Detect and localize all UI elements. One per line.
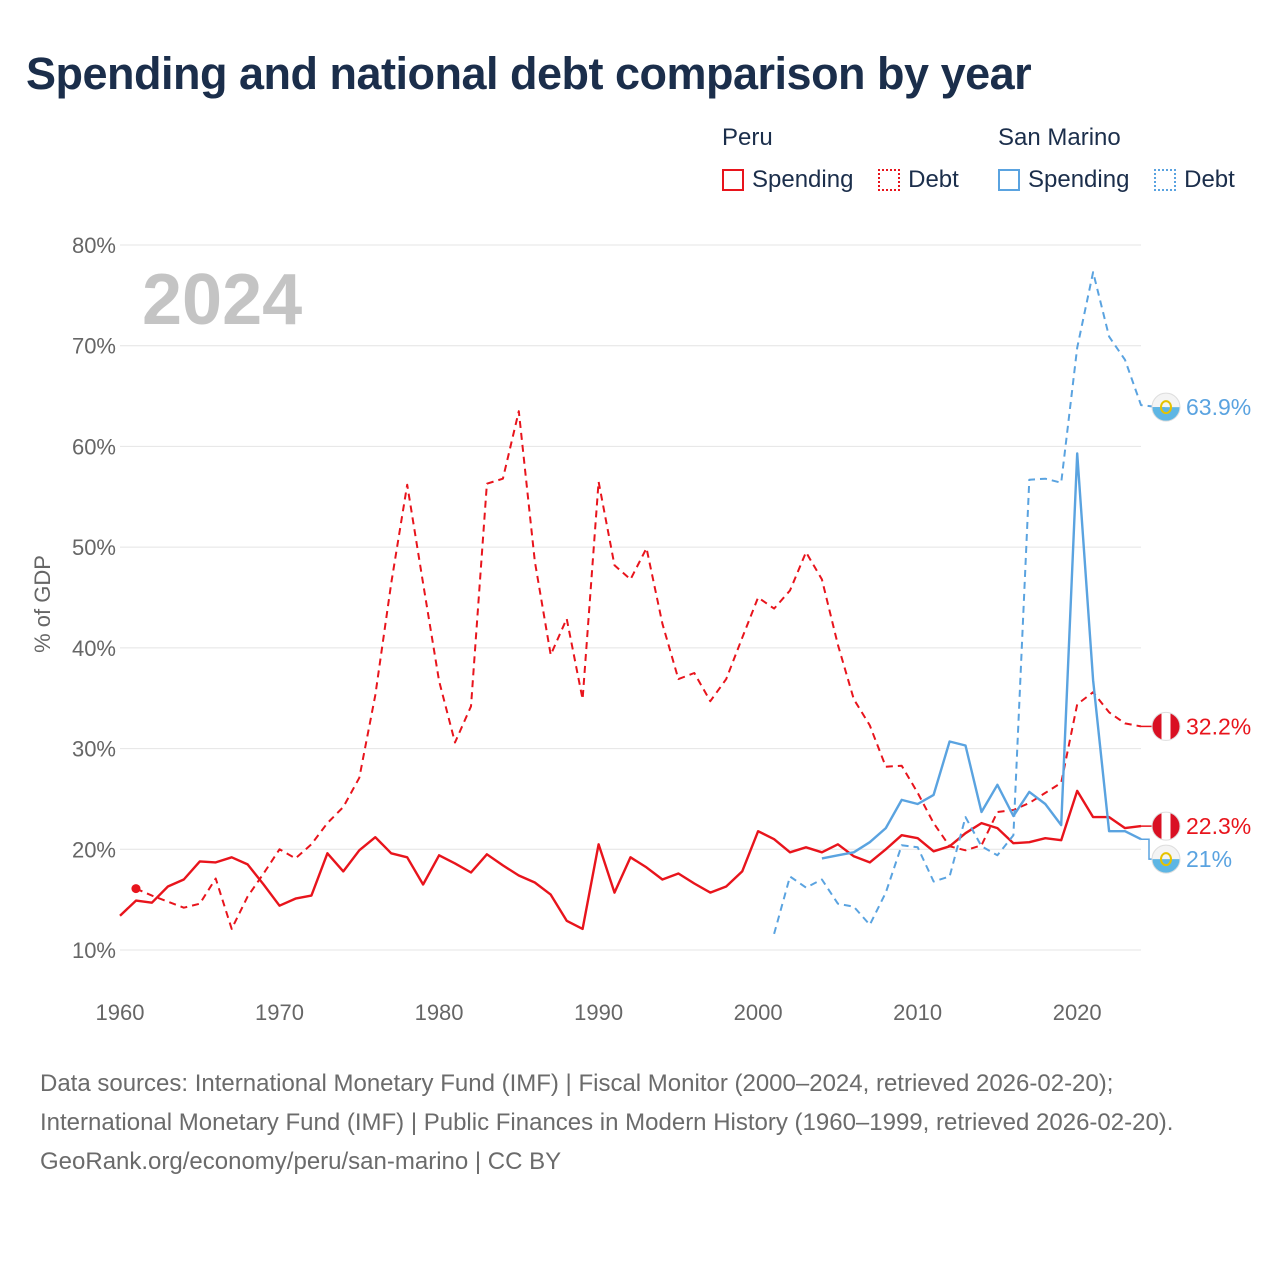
flag-emblem [1160, 852, 1172, 867]
legend-item-san-marino-debt[interactable]: Debt [1154, 166, 1235, 194]
data-sources: Data sources: International Monetary Fun… [40, 1064, 1240, 1181]
chart-title: Spending and national debt comparison by… [26, 48, 1032, 99]
san-marino-flag-icon [1151, 844, 1181, 874]
legend-title-peru: Peru [722, 124, 773, 151]
series-line [773, 271, 1158, 935]
flag-red-left [1152, 812, 1162, 841]
end-value-label: 63.9% [1186, 394, 1251, 420]
series-line [119, 789, 1142, 931]
y-tick-label: 80% [72, 233, 116, 258]
end-value-label: 22.3% [1186, 813, 1251, 839]
legend-item-peru-debt[interactable]: Debt [878, 166, 959, 194]
label-connector [1141, 838, 1152, 860]
sources-link[interactable]: GeoRank.org/economy/peru/san-marino | CC… [40, 1148, 562, 1175]
series-line [821, 452, 1142, 860]
y-tick-label: 40% [72, 636, 116, 661]
y-tick-label: 20% [72, 837, 116, 862]
axes: 10% 20% 30% 40% 50% 60% 70% 80% 1960 1970 1980 1990… [72, 233, 1102, 1025]
legend-item-peru-spending[interactable]: Spending [722, 166, 853, 194]
flag-border [1151, 844, 1181, 874]
end-labels: 63.9% 32.2% 22.3% 21% [1141, 392, 1251, 874]
y-axis-label: % of GDP [30, 555, 55, 653]
x-tick-label: 2020 [1053, 1000, 1102, 1025]
y-tick-label: 70% [72, 334, 116, 359]
flag-body [1152, 812, 1180, 841]
legend-swatch-dotted-icon [1154, 169, 1177, 191]
grid-lines [120, 244, 1141, 951]
sources-text: Data sources: International Monetary Fun… [40, 1070, 1174, 1136]
year-watermark: 2024 [142, 260, 302, 340]
legend-swatch-dotted-icon [878, 169, 901, 191]
legend-label: Debt [908, 166, 959, 193]
flag-border [1151, 711, 1181, 741]
flag-body [1152, 845, 1180, 874]
legend-label: Spending [752, 166, 854, 193]
flag-border [1151, 392, 1181, 422]
legend-label: Debt [1184, 166, 1235, 193]
flag-red-right [1170, 712, 1180, 741]
legend-item-san-marino-spending[interactable]: Spending [998, 166, 1129, 194]
legend-group-peru: Peru Spending Debt [722, 124, 977, 198]
series-lines [119, 271, 1158, 935]
legend-swatch-solid-icon [722, 169, 744, 191]
x-tick-label: 1980 [415, 1000, 464, 1025]
y-tick-label: 10% [72, 938, 116, 963]
flag-border [1151, 811, 1181, 841]
legend-swatch-solid-icon [998, 169, 1020, 191]
line-chart: 2024 10% 20% 30% 40% 50% 60% 70% 80% 1960 1970 198… [30, 233, 1251, 1025]
series-line [135, 410, 1142, 930]
peru-flag-icon [1151, 711, 1181, 741]
flag-emblem [1160, 400, 1172, 415]
series-start-point [131, 884, 141, 894]
legend-label: Spending [1028, 166, 1130, 193]
x-tick-label: 1970 [255, 1000, 304, 1025]
flag-body [1152, 393, 1180, 422]
peru-flag-icon [1151, 811, 1181, 841]
x-tick-label: 1960 [96, 1000, 145, 1025]
y-tick-label: 30% [72, 737, 116, 762]
legend-group-san-marino: San Marino Spending Debt [998, 124, 1253, 198]
x-tick-label: 2010 [893, 1000, 942, 1025]
flag-red-left [1152, 712, 1162, 741]
flag-red-right [1170, 812, 1180, 841]
x-tick-label: 1990 [574, 1000, 623, 1025]
x-tick-label: 2000 [734, 1000, 783, 1025]
end-value-label: 32.2% [1186, 713, 1251, 739]
end-value-label: 21% [1186, 846, 1232, 872]
legend-title-san-marino: San Marino [998, 124, 1121, 151]
y-tick-label: 60% [72, 434, 116, 459]
san-marino-flag-icon [1151, 392, 1181, 422]
y-tick-label: 50% [72, 535, 116, 560]
flag-body [1152, 712, 1180, 741]
